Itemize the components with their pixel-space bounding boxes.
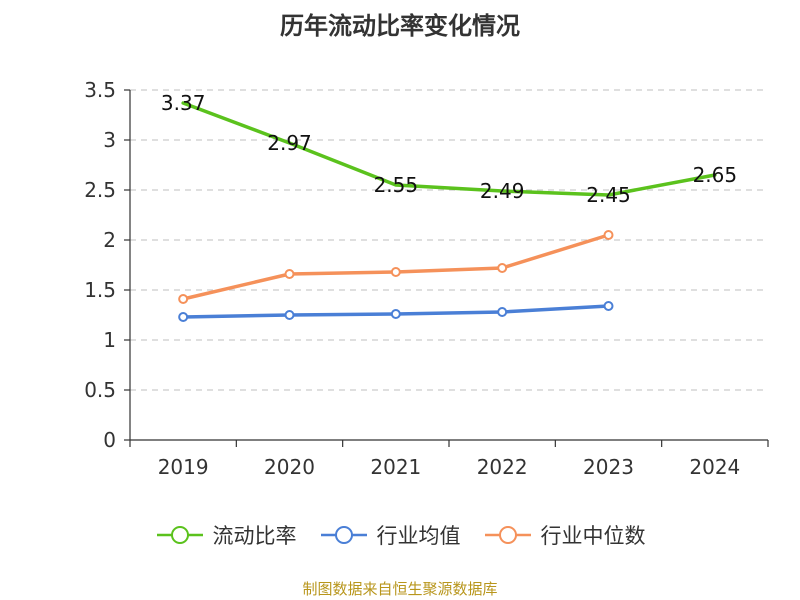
legend-item-current-ratio[interactable]: 流动比率: [155, 520, 297, 550]
y-tick-label: 3.5: [84, 78, 116, 102]
x-tick-label: 2023: [583, 455, 634, 479]
series-lines: [178, 101, 717, 322]
y-tick-label: 1.5: [84, 278, 116, 302]
legend-marker: [170, 526, 189, 544]
legend-swatch-industry-median: [484, 526, 531, 544]
legend: 流动比率 行业均值 行业中位数: [0, 520, 800, 550]
legend-item-industry-median[interactable]: 行业中位数: [483, 520, 646, 550]
data-point: [390, 267, 401, 277]
y-tick-label: 3: [103, 128, 116, 152]
y-tick-label: 1: [103, 328, 116, 352]
data-point: [284, 269, 295, 279]
data-point: [390, 309, 401, 319]
x-tick-label: 2022: [477, 455, 528, 479]
data-point: [178, 294, 189, 304]
data-point: [603, 230, 614, 240]
legend-marker: [334, 526, 353, 544]
y-tick-label: 2: [103, 228, 116, 252]
legend-swatch-industry-mean: [320, 526, 367, 544]
data-point: [284, 310, 295, 320]
y-tick-label: 2.5: [84, 178, 116, 202]
data-point: [497, 307, 508, 317]
grid-lines: [130, 89, 768, 391]
data-point: [497, 263, 508, 273]
axes: 0 0.5 1 1.5 2 2.5 3 3.5 2019 2020 2021 2022 2023 2024: [84, 78, 769, 479]
data-labels: 3.37 2.97 2.55 2.49 2.45 2.65: [161, 91, 737, 207]
legend-marker: [498, 526, 517, 544]
data-label: 2.45: [586, 183, 631, 207]
x-tick-label: 2021: [370, 455, 421, 479]
data-label: 2.55: [374, 173, 419, 197]
legend-label-current-ratio: 流动比率: [212, 524, 297, 548]
legend-label-industry-median: 行业中位数: [540, 524, 646, 548]
x-tick-label: 2024: [689, 455, 740, 479]
legend-item-industry-mean[interactable]: 行业均值: [319, 520, 461, 550]
chart-title: 历年流动比率变化情况: [280, 12, 520, 40]
data-label: 2.65: [693, 163, 738, 187]
data-point: [178, 312, 189, 322]
source-note: 制图数据来自恒生聚源数据库: [302, 580, 498, 598]
data-label: 3.37: [161, 91, 206, 115]
y-tick-label: 0.5: [84, 378, 116, 402]
y-tick-label: 0: [103, 428, 116, 452]
legend-label-industry-mean: 行业均值: [376, 524, 461, 548]
data-label: 2.49: [480, 179, 525, 203]
data-label: 2.97: [267, 131, 312, 155]
x-tick-label: 2020: [264, 455, 315, 479]
series-line: [181, 101, 717, 197]
x-tick-label: 2019: [158, 455, 209, 479]
legend-swatch-current-ratio: [156, 526, 203, 544]
data-point: [603, 301, 614, 311]
